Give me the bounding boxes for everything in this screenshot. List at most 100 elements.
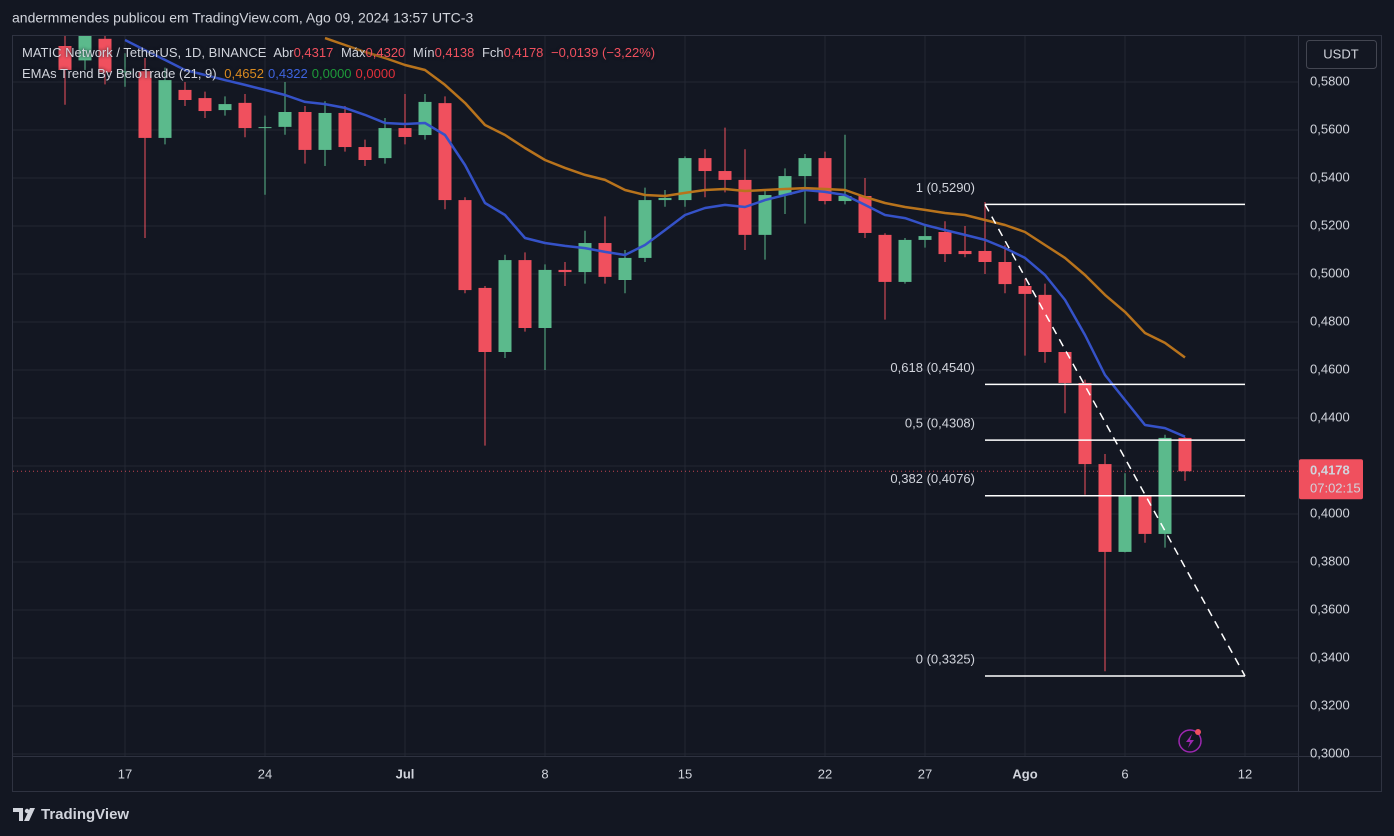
candle-body [1098, 464, 1112, 552]
high-label: Máx [340, 45, 366, 60]
open-label: Abr [273, 45, 294, 60]
y-tick-label: 0,3600 [1310, 601, 1350, 616]
candle-body [158, 80, 172, 138]
candle-body [918, 236, 932, 240]
brand: TradingView [41, 806, 129, 823]
candle-body [458, 200, 472, 291]
y-tick-label: 0,4400 [1310, 409, 1350, 424]
candle-body [278, 112, 292, 127]
candle-body [518, 260, 532, 328]
close-value: 0,4178 [503, 45, 544, 60]
x-tick-label: 6 [1121, 766, 1128, 781]
grid [13, 36, 1298, 756]
header: andermmendes publicou em TradingView.com… [12, 10, 473, 26]
y-tick-label: 0,4000 [1310, 505, 1350, 520]
candle-body [118, 71, 132, 73]
low-value: 0,4138 [434, 45, 475, 60]
indicator-value: 0,4322 [268, 66, 308, 81]
alert-icon [1178, 729, 1202, 753]
indicator-value: 0,4652 [224, 66, 264, 81]
fib-label: 1 (0,5290) [916, 180, 975, 195]
candle-body [138, 71, 152, 138]
candle-body [178, 89, 192, 100]
x-tick-label: Jul [396, 766, 415, 781]
indicator-value: 0,0000 [355, 66, 396, 81]
open-value: 0,4317 [293, 45, 334, 60]
x-tick-label: 27 [918, 766, 932, 781]
y-tick-label: 0,3000 [1310, 745, 1350, 760]
candle-body [718, 171, 732, 180]
candle-body [258, 127, 272, 129]
x-tick-label: 24 [258, 766, 272, 781]
x-tick-label: 22 [818, 766, 832, 781]
change: −0,0139 (−3,22%) [551, 45, 656, 60]
y-tick-label: 0,4600 [1310, 361, 1350, 376]
x-tick-label: 17 [118, 766, 132, 781]
fib-label: 0,382 (0,4076) [890, 471, 975, 486]
candle-body [218, 104, 232, 111]
candle-body [658, 197, 672, 201]
candle-body [598, 243, 612, 277]
candle-body [538, 269, 552, 328]
y-tick-label: 0,3800 [1310, 553, 1350, 568]
currency-button[interactable] [1306, 40, 1377, 69]
candle-body [198, 98, 212, 112]
candle-body [358, 147, 372, 160]
candle-body [618, 257, 632, 280]
candle-body [58, 46, 72, 70]
candle-body [498, 260, 512, 352]
candle-body [1018, 286, 1032, 294]
candle-body [938, 232, 952, 255]
candle-body [678, 158, 692, 201]
candle-body [418, 101, 432, 136]
ema-line [124, 38, 1186, 438]
candle-body [798, 158, 812, 177]
fib-label: 0,618 (0,4540) [890, 360, 975, 375]
candle-body [338, 112, 352, 148]
candle-body [838, 196, 852, 202]
y-tick-label: 0,4800 [1310, 313, 1350, 328]
candle-body [438, 103, 452, 201]
candle-body [1158, 437, 1172, 534]
chart-frame [12, 35, 1382, 792]
candle-body [378, 128, 392, 159]
last-price-label: 0,4178 [1310, 463, 1350, 478]
candle-body [698, 158, 712, 172]
y-tick-label: 0,5400 [1310, 169, 1350, 184]
y-tick-label: 0,5800 [1310, 73, 1350, 88]
candle-body [558, 269, 572, 273]
candle-body [638, 200, 652, 258]
candle-body [1078, 382, 1092, 465]
x-tick-label: 12 [1238, 766, 1252, 781]
candle-body [318, 112, 332, 150]
y-tick-label: 0,3400 [1310, 649, 1350, 664]
ema-line [324, 36, 1186, 359]
candle-body [1058, 352, 1072, 383]
plot [13, 36, 1298, 677]
candle-body [758, 195, 772, 235]
candle-body [1118, 496, 1132, 552]
indicator: EMAs Trend By BeloTrade (21, 9) [22, 66, 217, 81]
candle-body [98, 38, 112, 73]
candle-body [298, 112, 312, 150]
fib-trend [984, 204, 1246, 677]
candle-body [1038, 294, 1052, 352]
x-tick-label: 15 [678, 766, 692, 781]
candle-body [958, 250, 972, 255]
x-tick-label: Ago [1012, 766, 1037, 781]
candle-body [398, 128, 412, 137]
candle-body [998, 262, 1012, 285]
candle-body [1178, 437, 1192, 472]
currency: USDT [1323, 46, 1358, 61]
indicator-value: 0,0000 [311, 66, 352, 81]
fib-label: 0 (0,3325) [916, 651, 975, 666]
candle-body [878, 234, 892, 282]
close-label: Fch [481, 45, 504, 60]
x-tick-label: 8 [541, 766, 548, 781]
legend-row-1: MATIC Network / TetherUS, 1D, BINANCE Ab… [22, 45, 659, 60]
brand-logo [13, 808, 35, 821]
candle-body [238, 102, 252, 129]
countdown-label: 07:02:15 [1310, 481, 1361, 496]
